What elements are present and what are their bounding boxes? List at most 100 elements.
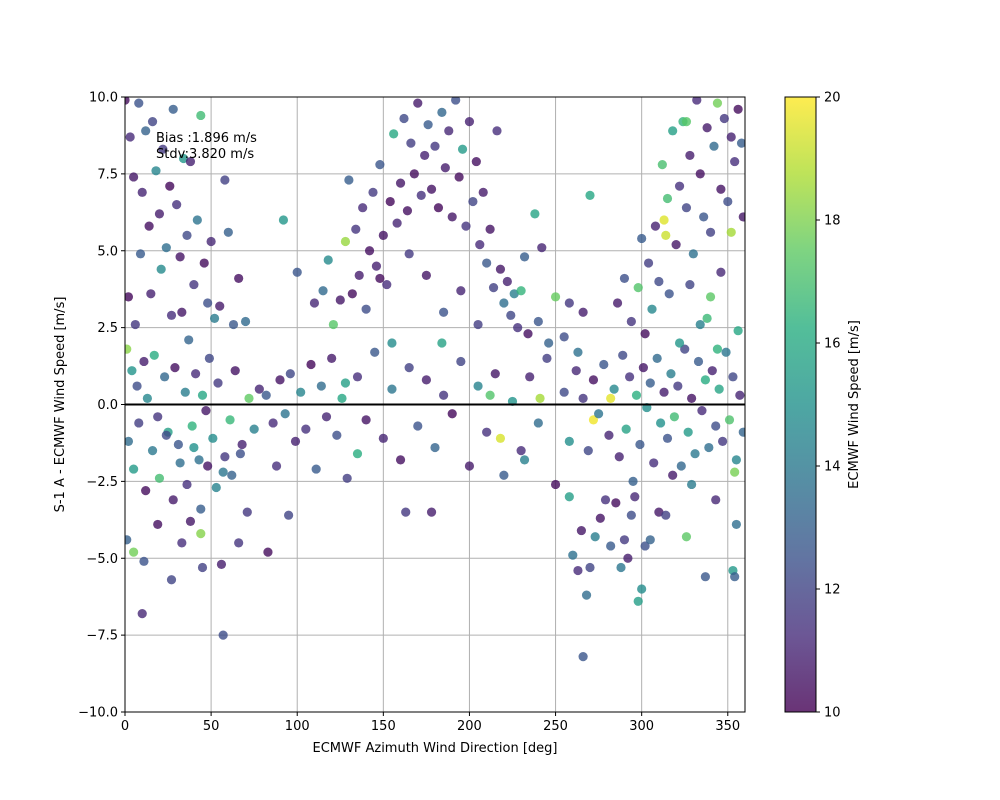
scatter-point [576, 525, 586, 536]
scatter-point [499, 298, 509, 308]
scatter-point [712, 98, 723, 108]
scatter-point [280, 409, 290, 419]
scatter-point [685, 279, 695, 290]
scatter-point [485, 390, 495, 400]
scatter-point [220, 452, 230, 462]
scatter-point [609, 384, 619, 394]
y-tick-label: −10.0 [78, 706, 118, 721]
scatter-point [290, 436, 301, 446]
scatter-point [196, 504, 206, 514]
scatter-point [129, 547, 139, 557]
scatter-point [635, 439, 645, 450]
scatter-point [154, 473, 165, 483]
scatter-point [268, 418, 278, 428]
scatter-point [182, 479, 192, 490]
y-axis-ticks: −10.0 −7.5 −5.0 −2.5 0.0 2.5 5.0 7.5 10.0 [78, 91, 125, 721]
scatter-point [693, 356, 704, 367]
scatter-point [681, 117, 692, 127]
scatter-point [709, 141, 719, 151]
scatter-point [165, 181, 175, 191]
scatter-point [271, 461, 282, 471]
scatter-point [185, 156, 196, 167]
scatter-point [654, 507, 664, 517]
scatter-point [237, 439, 247, 450]
scatter-point [358, 203, 368, 213]
scatter-point [564, 298, 574, 308]
scatter-point [702, 123, 712, 133]
scatter-point [573, 347, 583, 357]
y-axis-label: S-1 A - ECMWF Wind Speed [m/s] [53, 297, 68, 513]
scatter-point [216, 559, 227, 570]
scatter-point [550, 479, 561, 490]
scatter-point [451, 97, 461, 105]
scatter-points [125, 97, 745, 662]
scatter-point [473, 319, 483, 330]
scatter-point [621, 424, 631, 434]
scatter-point [495, 433, 506, 443]
scatter-point [340, 378, 351, 388]
scatter-point [364, 246, 375, 256]
colorbar-label: ECMWF Wind Speed [m/s] [847, 320, 862, 489]
scatter-point [137, 187, 147, 197]
scatter-point [730, 572, 740, 582]
scatter-point [423, 120, 433, 130]
scatter-point [191, 369, 201, 379]
scatter-point [628, 476, 638, 486]
scatter-point [630, 492, 640, 502]
scatter-point [244, 393, 254, 403]
scatter-point [695, 319, 705, 330]
scatter-point [158, 144, 168, 154]
scatter-point [606, 393, 616, 403]
scatter-point [482, 427, 492, 437]
scatter-point [168, 104, 178, 114]
stdv-annotation: Stdv:3.820 m/s [156, 147, 254, 162]
scatter-point [177, 307, 187, 317]
scatter-point [275, 375, 285, 385]
scatter-point [626, 510, 636, 520]
scatter-point [590, 532, 600, 542]
scatter-point [583, 446, 593, 456]
scatter-point [203, 298, 213, 308]
scatter-point [731, 519, 741, 530]
y-tick-label: −7.5 [86, 629, 118, 644]
scatter-point [730, 156, 740, 167]
scatter-point [697, 406, 707, 416]
scatter-point [488, 283, 499, 293]
scatter-point [223, 227, 233, 237]
scatter-point [404, 249, 414, 259]
scatter-point [485, 224, 495, 234]
scatter-point [661, 510, 671, 520]
scatter-point [385, 196, 395, 207]
scatter-point [482, 258, 492, 268]
scatter-point [153, 412, 163, 422]
scatter-point [578, 307, 588, 317]
scatter-point [311, 464, 321, 474]
scatter-point [125, 292, 134, 302]
scatter-point [375, 160, 385, 170]
scatter-point [604, 430, 614, 440]
scatter-point [154, 209, 165, 219]
scatter-point [316, 381, 326, 391]
scatter-point [550, 292, 561, 302]
scatter-point [439, 307, 449, 317]
scatter-point [197, 390, 208, 400]
scatter-point [375, 273, 385, 284]
scatter-point [473, 381, 483, 391]
y-tick-label: 2.5 [97, 321, 118, 336]
scatter-point [738, 427, 745, 437]
scatter-point [361, 415, 371, 425]
scatter-point [392, 218, 402, 228]
scatter-point [135, 249, 146, 259]
scatter-point [189, 442, 199, 453]
scatter-point [506, 310, 516, 320]
x-tick-label: 150 [371, 719, 396, 734]
scatter-point [199, 258, 209, 268]
scatter-point [671, 240, 681, 250]
y-tick-label: 7.5 [97, 167, 118, 182]
scatter-point [464, 461, 475, 471]
scatter-point [447, 212, 457, 222]
x-axis-label: ECMWF Azimuth Wind Direction [deg] [313, 741, 558, 756]
scatter-point [736, 138, 745, 148]
scatter-point [647, 304, 657, 314]
